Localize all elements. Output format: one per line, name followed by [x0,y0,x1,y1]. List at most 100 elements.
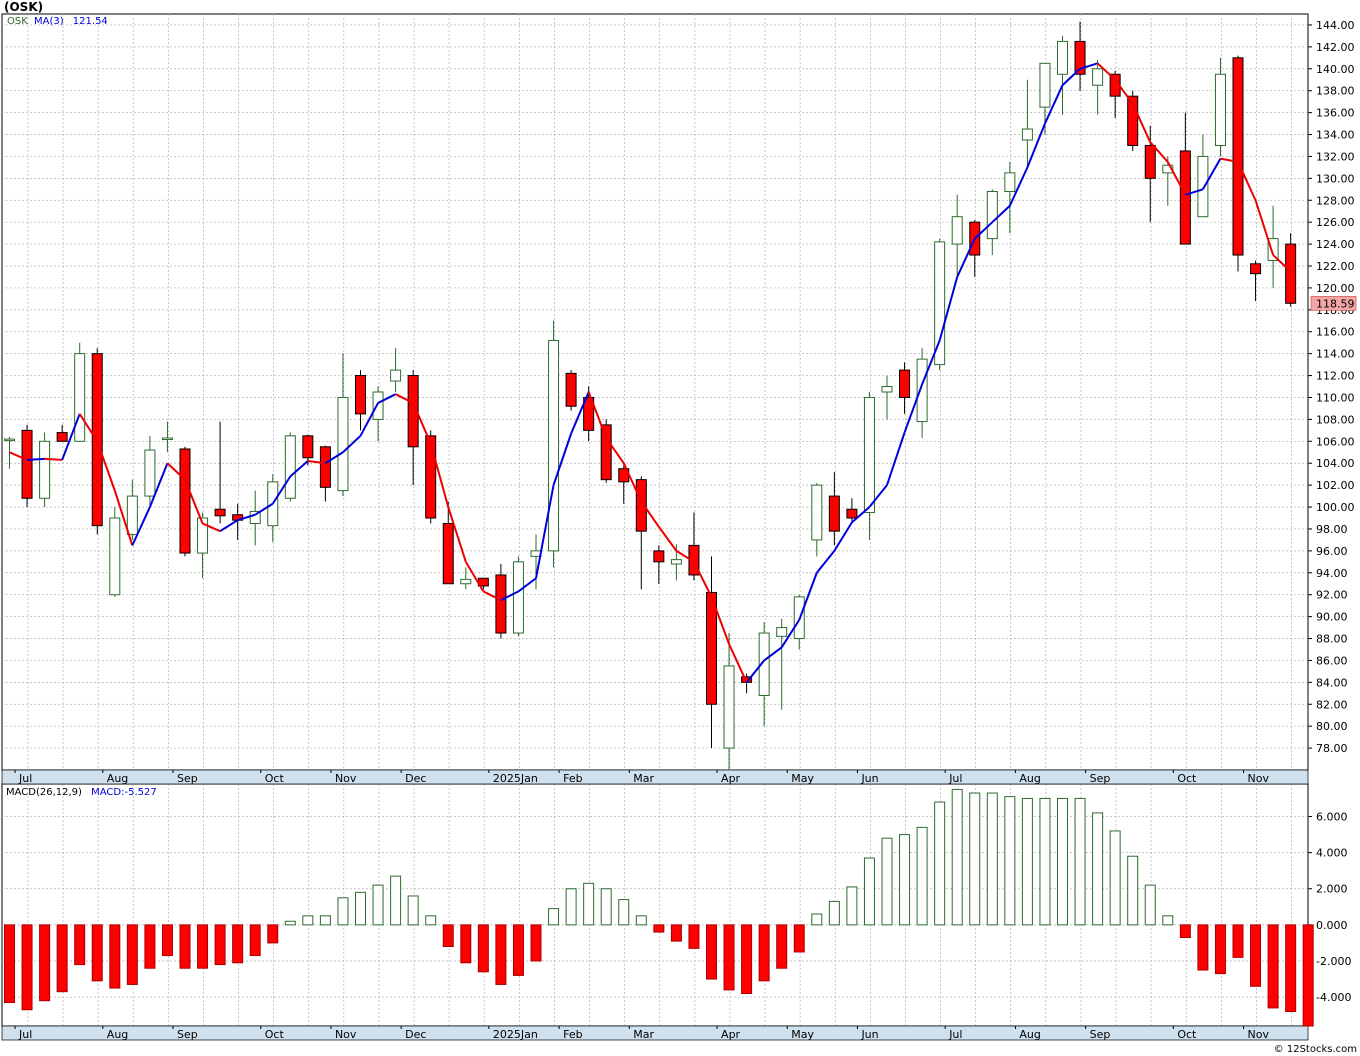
macd-bar [723,924,735,991]
macd-tick-label: -2.000 [1316,955,1351,968]
month-label: Apr [721,772,741,785]
candle-body [512,561,524,634]
macd-bar [390,875,402,926]
month-label: Jun [860,1028,878,1041]
ma-line-segment [605,437,625,464]
candle-body [39,440,51,499]
candle-body [1144,144,1156,179]
ma-line-segment [307,460,326,465]
ma-line-segment [1061,68,1081,86]
ma-line-segment [237,513,256,522]
macd-bar [1127,855,1139,926]
candle-body [951,216,963,245]
price-tick-label: 126.00 [1316,216,1355,229]
month-label: Feb [563,772,582,785]
month-label: Sep [177,1028,198,1041]
candle-body [565,372,577,407]
price-tick-label: 122.00 [1316,260,1355,273]
month-label: Aug [107,772,128,785]
ma-line-segment [728,643,748,683]
macd-bar [565,888,577,926]
ma-line-segment [921,340,941,385]
macd-bar [899,834,911,926]
macd-bar [653,924,665,933]
macd-bar [1004,796,1016,926]
candle-body [1232,57,1244,256]
candle-body [442,522,454,585]
candle-body [56,432,68,442]
month-label: Apr [721,1028,741,1041]
macd-bar [56,924,68,993]
ma-line-segment [254,502,274,516]
ma-line-segment [517,577,537,593]
month-label: Jul [18,1028,32,1041]
macd-bar [969,792,981,926]
price-tick-label: 78.00 [1316,742,1348,755]
macd-legend: MACD(26,12,9) MACD:-5.527 [6,787,157,798]
macd-bar [197,924,209,969]
ma-line-segment [640,500,660,528]
candle-body [688,544,700,576]
macd-bar [355,891,366,926]
macd-bar [1267,924,1279,1009]
month-label: Oct [1177,772,1197,785]
ma-line-segment [184,479,204,524]
macd-bar [916,826,928,926]
candle-body [1039,62,1051,108]
month-label: 2025Jan [493,772,538,785]
price-tick-label: 134.00 [1316,129,1355,142]
macd-bar [1197,924,1209,971]
ma-line-segment [1185,188,1204,196]
macd-bar [109,924,121,989]
price-tick-label: 120.00 [1316,282,1355,295]
price-tick-label: 84.00 [1316,676,1348,689]
price-tick-label: 110.00 [1316,391,1355,404]
price-tick-label: 86.00 [1316,654,1348,667]
candle-body [197,517,209,554]
ma-line-segment [991,205,1011,223]
price-tick-label: 142.00 [1316,41,1355,54]
price-tick-label: 98.00 [1316,523,1348,536]
macd-bar [1109,830,1121,926]
price-panel [1,13,1309,771]
macd-bar [881,837,893,926]
macd-bar [39,924,51,1002]
ma-line-segment [780,619,801,648]
ma-line-segment [974,221,993,240]
legend-ma-label: MA(3) [33,16,64,27]
macd-bar [1074,797,1086,926]
candle-body [355,375,366,415]
candle-body [811,484,823,541]
month-label: Jul [948,772,962,785]
ma-line-segment [289,460,309,478]
candle-body [372,391,384,420]
ma-line-segment [219,519,239,532]
ma-line-segment [552,433,573,486]
macd-bar [267,924,279,944]
candle-body [1285,243,1297,304]
price-tick-label: 82.00 [1316,698,1348,711]
price-tick-label: 136.00 [1316,107,1355,120]
price-tick-label: 130.00 [1316,172,1355,185]
macd-bar [530,924,542,962]
macd-bar [249,924,261,957]
candle-body [600,424,612,481]
macd-bar [934,801,946,926]
ma-line-segment [1202,158,1222,190]
ma-line-segment [395,393,414,404]
candle-body [1162,164,1174,174]
ma-line-segment [500,590,519,602]
ma-line-segment [956,238,976,278]
ma-line-segment [1149,141,1169,163]
chart-title: (OSK) [4,0,44,14]
price-legend: OSK MA(3) 121.54 [7,16,108,27]
candle-body [758,632,770,696]
macd-bar [477,924,489,973]
last-price-badge [1310,296,1357,311]
ma-line-segment [1026,123,1046,168]
ma-line-segment [658,526,678,552]
macd-bar [91,924,103,982]
candle-body [4,438,15,442]
price-tick-label: 128.00 [1316,194,1355,207]
candle-body [390,369,402,382]
